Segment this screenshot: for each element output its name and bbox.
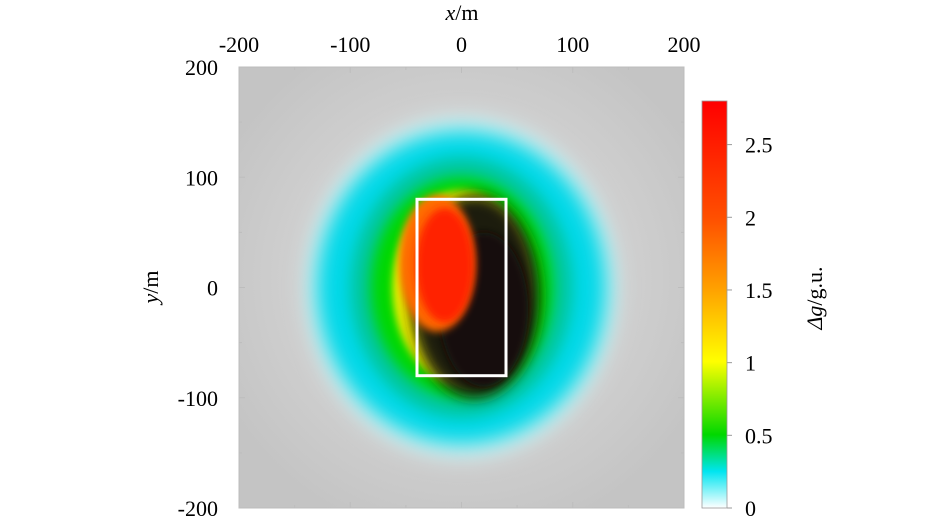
colorbar-ticks: 0 0.5 1 1.5 2 2.5	[727, 133, 773, 521]
colorbar-tick-label: 1.5	[745, 278, 773, 303]
colorbar-gradient	[701, 100, 728, 509]
colorbar-title: Δg/g.u.	[802, 266, 827, 330]
y-axis-variable: y	[138, 294, 163, 306]
anomaly-field	[305, 116, 618, 459]
x-axis-variable: x	[445, 0, 456, 25]
colorbar-tick-label: 2.5	[745, 133, 773, 158]
y-axis-title: y/m	[138, 271, 163, 306]
y-tick-label: 100	[185, 165, 218, 190]
field-peak	[415, 208, 474, 323]
colorbar-tick-label: 1	[745, 351, 756, 376]
x-tick-label: -200	[219, 32, 259, 57]
x-axis-unit: /m	[455, 0, 478, 25]
y-tick-label: 0	[207, 276, 218, 301]
x-tick-label: 100	[556, 32, 589, 57]
y-axis-unit: /m	[138, 271, 163, 294]
colorbar-tick-label: 2	[745, 205, 756, 230]
plot-area: -200 -100 0 100 200 200 100 0 -100 -200	[178, 32, 701, 521]
x-tick-label: -100	[330, 32, 370, 57]
y-tick-label: 200	[185, 55, 218, 80]
colorbar-tick-label: 0.5	[745, 423, 773, 448]
colorbar-unit: /g.u.	[802, 266, 827, 305]
colorbar: 0 0.5 1 1.5 2 2.5 Δg/g.u.	[701, 100, 827, 521]
y-tick-label: -200	[178, 496, 218, 521]
y-axis: 200 100 0 -100 -200	[178, 55, 684, 521]
x-tick-label: 200	[668, 32, 701, 57]
y-tick-label: -100	[178, 386, 218, 411]
x-axis: -200 -100 0 100 200	[219, 32, 701, 508]
body-outline	[415, 197, 508, 378]
x-axis-title: x/m	[445, 0, 479, 25]
x-tick-label: 0	[456, 32, 467, 57]
colorbar-variable: Δg	[802, 306, 827, 331]
colorbar-tick-label: 0	[745, 496, 756, 521]
